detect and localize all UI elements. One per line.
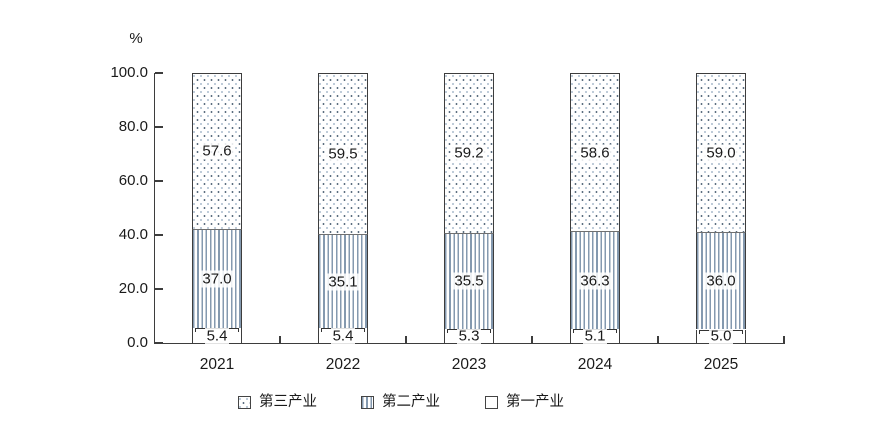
bar-segment-2024: 5.1 [570,327,620,345]
y-tick-label: 100.0 [110,64,148,81]
x-tick-mark [657,336,659,343]
data-label: 5.4 [204,327,230,345]
x-tick-mark [279,336,281,343]
bar-segment-2021: 5.4 [192,327,242,345]
y-tick-label: 20.0 [118,280,148,297]
data-label: 37.0 [200,270,234,288]
data-label: 5.1 [582,327,608,345]
category-label-2025: 2025 [703,356,739,373]
x-tick-mark [531,336,533,343]
bar-segment-2025: 59.0 [696,73,746,233]
y-tick-mark [155,234,163,236]
data-label: 59.0 [704,144,738,162]
bar-segment-2021: 57.6 [192,73,242,229]
x-tick-mark [783,336,785,343]
y-tick-mark [155,72,163,74]
legend-swatch-dots [238,395,251,409]
bar-segment-2022: 5.4 [318,327,368,345]
bar-segment-2023: 59.2 [444,73,494,233]
data-label: 35.1 [326,273,360,291]
data-label: 5.4 [330,327,356,345]
bar-segment-2024: 36.3 [570,231,620,330]
legend-label: 第三产业 [259,394,317,410]
bar-segment-2023: 35.5 [444,232,494,329]
y-tick-mark [155,288,163,290]
legend-swatch-vertical-stripes [361,395,374,409]
legend-label: 第二产业 [382,394,440,410]
legend-swatch-plain [485,395,498,409]
data-label: 57.6 [200,142,234,160]
data-label: 59.2 [452,144,486,162]
legend-label: 第一产业 [506,394,564,410]
bar-segment-2024: 58.6 [570,73,620,232]
y-tick-label: 80.0 [118,118,148,135]
bar-segment-2023: 5.3 [444,327,494,345]
category-label-2022: 2022 [325,356,361,373]
y-axis-line [154,73,156,344]
legend: 第三产业 第二产业 第一产业 [0,391,880,417]
data-label: 36.3 [578,272,612,290]
y-tick-mark [155,126,163,128]
data-label: 5.0 [708,327,734,345]
bar-segment-2025: 36.0 [696,232,746,330]
category-label-2021: 2021 [199,356,235,373]
y-tick-mark [155,180,163,182]
category-label-2023: 2023 [451,356,487,373]
legend-item: 第三产业 [238,391,317,413]
bar-segment-2022: 59.5 [318,73,368,234]
data-label: 35.5 [452,272,486,290]
y-axis-unit-label: % [129,30,143,47]
y-tick-label: 40.0 [118,226,148,243]
x-tick-mark [405,336,407,343]
y-tick-label: 0.0 [127,334,148,351]
category-label-2024: 2024 [577,356,613,373]
legend-item: 第二产业 [361,391,440,413]
legend-item: 第一产业 [485,391,564,413]
data-label: 59.5 [326,145,360,163]
bar-segment-2022: 35.1 [318,233,368,329]
y-tick-label: 60.0 [118,172,148,189]
data-label: 36.0 [704,272,738,290]
data-label: 5.3 [456,327,482,345]
data-label: 58.6 [578,144,612,162]
bar-segment-2021: 37.0 [192,228,242,329]
bar-segment-2025: 5.0 [696,327,746,345]
y-tick-mark [155,342,163,344]
